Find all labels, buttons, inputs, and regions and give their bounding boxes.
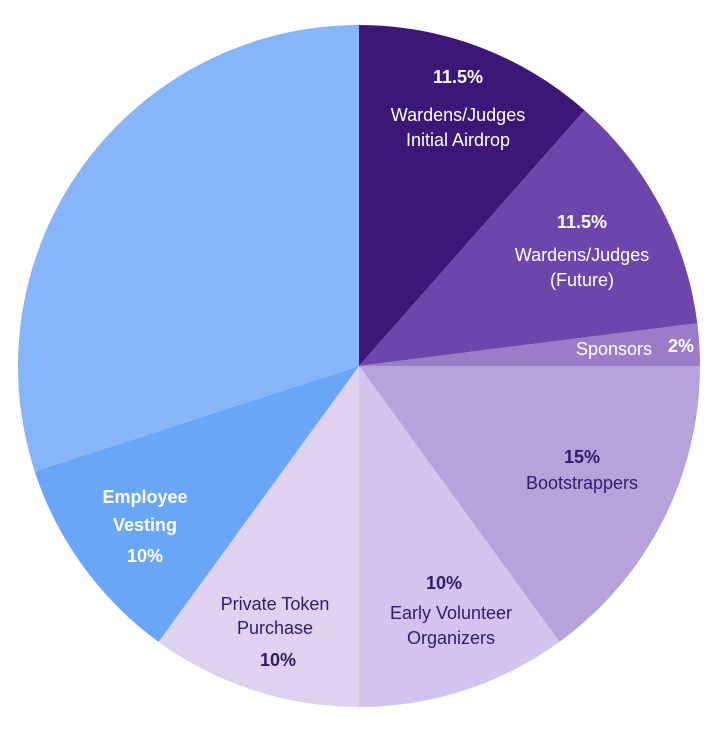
category-label-early-volunteer-line2: Organizers — [407, 628, 495, 648]
pie-slice-early-volunteer — [359, 366, 560, 707]
pie-slice-sponsors — [359, 323, 700, 366]
category-label-warden-future-line2: (Future) — [550, 270, 614, 290]
label-warden-airdrop: 11.5% Wardens/Judges Initial Airdrop — [391, 67, 525, 150]
category-label-private-token-line2: Purchase — [237, 618, 313, 638]
category-label-private-token-line1: Private Token — [221, 594, 330, 614]
value-label-warden-future: 11.5% — [557, 212, 607, 232]
pie-slice-private-token — [158, 366, 359, 707]
category-label-early-volunteer-line1: Early Volunteer — [390, 603, 512, 623]
category-label-employee-vesting-line2: Vesting — [113, 515, 177, 535]
pie-slice-warden-future — [359, 110, 698, 367]
category-label-warden-airdrop-line2: Initial Airdrop — [406, 130, 510, 150]
category-label-employee-vesting-line1: Employee — [102, 487, 187, 507]
value-label-warden-airdrop: 11.5% — [433, 67, 483, 87]
value-label-bootstrappers: 15% — [564, 447, 600, 467]
label-private-token: Private Token Purchase 10% — [221, 594, 330, 670]
category-label-bootstrappers: Bootstrappers — [526, 473, 638, 493]
label-warden-future: 11.5% Wardens/Judges (Future) — [515, 212, 649, 290]
category-label-warden-future-line1: Wardens/Judges — [515, 245, 649, 265]
pie-slices — [18, 25, 700, 707]
value-label-early-volunteer: 10% — [426, 573, 462, 593]
category-label-sponsors: Sponsors — [576, 339, 652, 359]
pie-slice-unlabeled — [18, 25, 360, 472]
pie-slice-employee-vesting — [34, 366, 359, 642]
label-early-volunteer: 10% Early Volunteer Organizers — [390, 573, 512, 648]
label-employee-vesting: Employee Vesting 10% — [102, 487, 187, 566]
category-label-warden-airdrop-line1: Wardens/Judges — [391, 105, 525, 125]
value-label-private-token: 10% — [260, 650, 296, 670]
value-label-sponsors: 2% — [668, 336, 694, 356]
value-label-employee-vesting: 10% — [127, 546, 163, 566]
label-sponsors: Sponsors 2% — [576, 336, 694, 359]
pie-slice-bootstrappers — [359, 366, 700, 642]
label-bootstrappers: 15% Bootstrappers — [526, 447, 638, 493]
pie-slice-warden-airdrop — [359, 25, 585, 366]
